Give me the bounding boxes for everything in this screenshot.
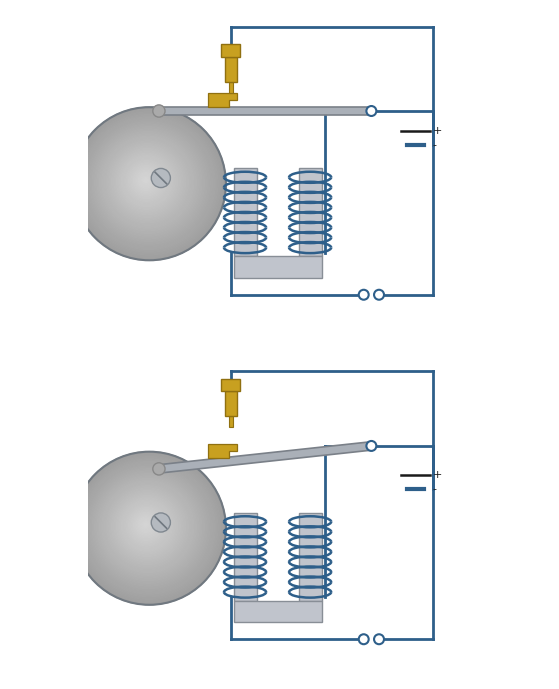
Circle shape <box>134 168 159 194</box>
Text: -: - <box>433 484 437 494</box>
FancyBboxPatch shape <box>234 256 321 278</box>
FancyBboxPatch shape <box>229 81 233 93</box>
FancyBboxPatch shape <box>225 391 237 415</box>
Text: +: + <box>433 126 442 136</box>
Circle shape <box>129 507 164 543</box>
Circle shape <box>136 515 157 535</box>
Circle shape <box>124 502 169 548</box>
Circle shape <box>94 129 202 236</box>
Circle shape <box>83 462 215 594</box>
Circle shape <box>126 505 167 546</box>
Circle shape <box>138 173 154 188</box>
Circle shape <box>102 481 194 573</box>
Circle shape <box>143 178 148 183</box>
Circle shape <box>121 500 172 551</box>
Circle shape <box>121 156 172 207</box>
Circle shape <box>109 488 186 564</box>
Circle shape <box>73 452 226 605</box>
Circle shape <box>112 491 183 562</box>
Circle shape <box>107 141 188 223</box>
Circle shape <box>90 469 207 586</box>
Circle shape <box>107 486 188 567</box>
Circle shape <box>109 143 186 220</box>
Circle shape <box>92 127 205 239</box>
Text: -: - <box>433 140 437 150</box>
Circle shape <box>151 168 170 187</box>
Circle shape <box>124 158 169 204</box>
Circle shape <box>359 290 369 300</box>
Circle shape <box>119 153 175 209</box>
Circle shape <box>374 635 384 644</box>
Circle shape <box>80 114 218 252</box>
Circle shape <box>366 441 376 451</box>
Circle shape <box>97 132 199 234</box>
Circle shape <box>78 457 221 599</box>
Circle shape <box>112 146 183 218</box>
Circle shape <box>92 471 205 584</box>
Circle shape <box>366 106 376 116</box>
Circle shape <box>75 454 223 602</box>
FancyBboxPatch shape <box>234 513 257 601</box>
Circle shape <box>105 138 191 225</box>
Text: +: + <box>433 471 442 480</box>
FancyBboxPatch shape <box>234 601 321 622</box>
Circle shape <box>151 513 170 532</box>
Polygon shape <box>158 442 372 473</box>
Circle shape <box>119 497 175 554</box>
FancyBboxPatch shape <box>221 44 240 56</box>
Circle shape <box>100 134 196 231</box>
Circle shape <box>114 493 181 559</box>
Circle shape <box>131 510 162 540</box>
Circle shape <box>87 466 210 588</box>
FancyBboxPatch shape <box>221 379 240 391</box>
Circle shape <box>78 112 221 255</box>
FancyBboxPatch shape <box>299 513 321 601</box>
Circle shape <box>80 459 218 597</box>
Circle shape <box>359 635 369 644</box>
Circle shape <box>97 476 199 578</box>
Circle shape <box>114 148 181 215</box>
Circle shape <box>153 105 165 117</box>
Circle shape <box>73 107 226 260</box>
Circle shape <box>85 119 212 247</box>
FancyBboxPatch shape <box>225 56 237 81</box>
Circle shape <box>374 290 384 300</box>
Polygon shape <box>159 107 371 115</box>
Circle shape <box>83 117 215 249</box>
Circle shape <box>116 495 178 557</box>
Circle shape <box>138 517 154 533</box>
Circle shape <box>141 520 151 530</box>
Circle shape <box>141 175 151 185</box>
FancyBboxPatch shape <box>229 415 233 427</box>
FancyBboxPatch shape <box>299 168 321 256</box>
Circle shape <box>131 165 162 196</box>
Circle shape <box>126 161 167 201</box>
Circle shape <box>100 478 196 575</box>
FancyBboxPatch shape <box>234 168 257 256</box>
Circle shape <box>94 473 202 581</box>
Circle shape <box>90 124 207 242</box>
Circle shape <box>116 151 178 212</box>
Circle shape <box>129 163 164 198</box>
Circle shape <box>134 513 159 538</box>
Circle shape <box>75 110 223 258</box>
Circle shape <box>136 170 157 191</box>
Polygon shape <box>208 93 236 107</box>
Circle shape <box>102 136 194 228</box>
Polygon shape <box>208 444 236 458</box>
Circle shape <box>153 463 165 475</box>
Circle shape <box>105 483 191 570</box>
Circle shape <box>85 464 212 591</box>
Circle shape <box>87 122 210 244</box>
Circle shape <box>143 522 148 527</box>
